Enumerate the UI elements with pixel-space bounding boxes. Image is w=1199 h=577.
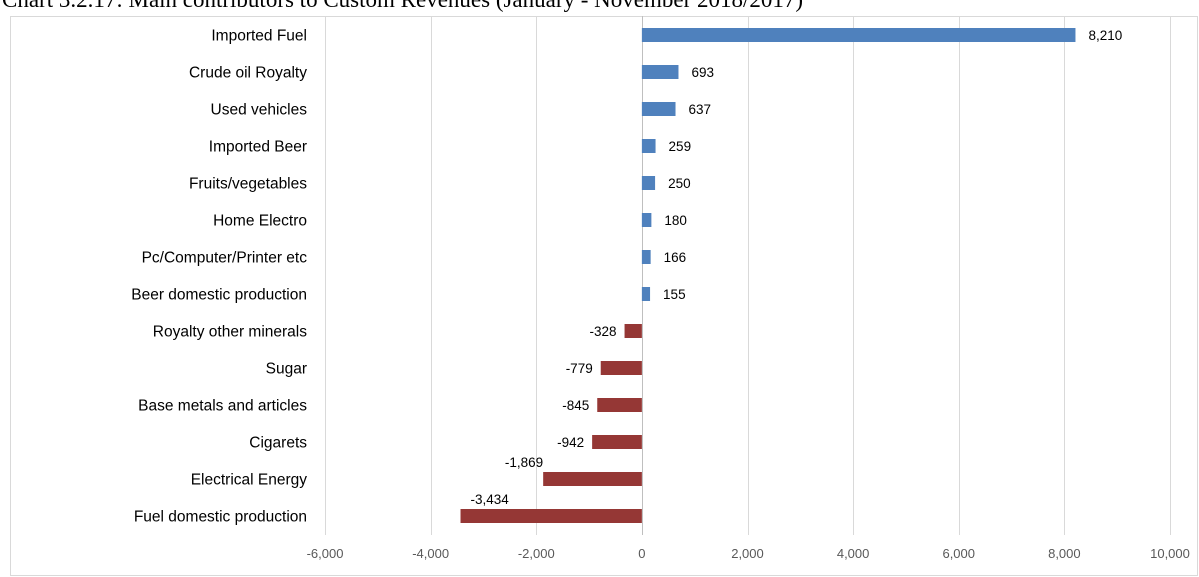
bar — [600, 361, 642, 375]
bar — [460, 509, 642, 523]
bar — [641, 65, 679, 79]
bar — [641, 176, 656, 190]
category-label: Home Electro — [213, 213, 307, 230]
bar — [641, 213, 652, 227]
category-label: Imported Fuel — [211, 28, 307, 45]
bar — [641, 28, 1076, 42]
category-label: Cigarets — [249, 435, 307, 452]
data-label: 8,210 — [1088, 28, 1122, 43]
category-label: Crude oil Royalty — [189, 65, 307, 82]
data-label: 259 — [669, 139, 692, 154]
data-label: -942 — [557, 435, 584, 450]
category-label: Used vehicles — [211, 102, 308, 119]
bar — [624, 324, 642, 338]
data-label: 250 — [668, 176, 691, 191]
bar — [641, 287, 651, 301]
bar — [641, 102, 676, 116]
data-label: -779 — [566, 361, 593, 376]
x-tick-label: -6,000 — [307, 546, 344, 561]
bar — [543, 472, 642, 486]
bar — [641, 139, 656, 153]
category-label: Beer domestic production — [131, 287, 307, 304]
data-label: -845 — [562, 398, 589, 413]
category-label: Pc/Computer/Printer etc — [142, 250, 308, 267]
gridlines — [325, 16, 1171, 535]
x-tick-label: -2,000 — [518, 546, 555, 561]
x-axis-tick-labels: -6,000 -4,000 -2,000 0 2,000 4,000 6,000 8,000 1… — [307, 546, 1190, 561]
category-label: Royalty other minerals — [153, 324, 307, 341]
data-label: 180 — [664, 213, 687, 228]
category-label: Electrical Energy — [191, 472, 308, 489]
data-label: 155 — [663, 287, 686, 302]
category-label: Sugar — [266, 361, 307, 378]
x-tick-label: -4,000 — [412, 546, 449, 561]
data-label: -3,434 — [471, 492, 510, 507]
x-tick-label: 10,000 — [1150, 546, 1190, 561]
x-tick-label: 6,000 — [942, 546, 975, 561]
chart-title: Chart 3.2.17: Main contributors to Custo… — [2, 0, 803, 13]
x-tick-label: 4,000 — [837, 546, 870, 561]
category-labels: Imported Fuel Crude oil Royalty Used vehic… — [131, 28, 307, 526]
category-label: Base metals and articles — [138, 398, 307, 415]
data-label: 693 — [691, 65, 714, 80]
category-label: Imported Beer — [209, 139, 307, 156]
bar — [597, 398, 642, 412]
data-labels: 8,210 693 637 259 250 180 166 155 -328 -779 -845 -9… — [471, 28, 1123, 507]
category-label: Fuel domestic production — [134, 509, 307, 526]
category-label: Fruits/vegetables — [189, 176, 307, 193]
data-label: 166 — [664, 250, 687, 265]
data-label: 637 — [689, 102, 712, 117]
x-tick-label: 8,000 — [1048, 546, 1081, 561]
bars — [460, 28, 1076, 523]
bar — [641, 250, 651, 264]
x-tick-label: 0 — [638, 546, 645, 561]
data-label: -1,869 — [505, 455, 543, 470]
bar — [592, 435, 642, 449]
x-tick-label: 2,000 — [731, 546, 764, 561]
data-label: -328 — [590, 324, 617, 339]
